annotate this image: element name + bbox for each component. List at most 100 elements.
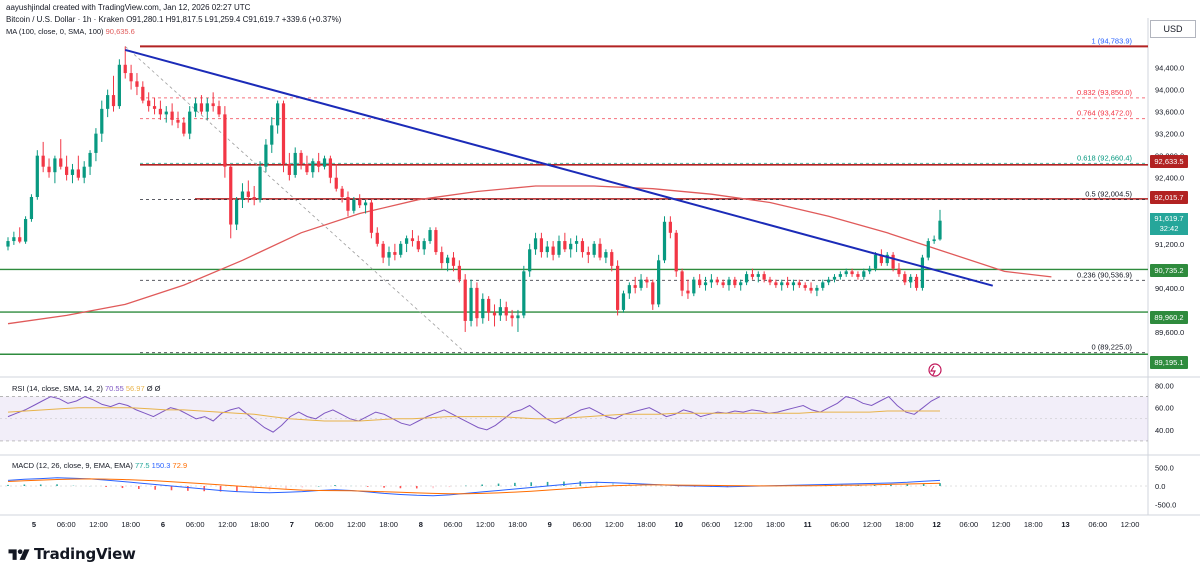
candle-body [35, 155, 39, 197]
rsi-indicator-label[interactable]: RSI (14, close, SMA, 14, 2) 70.55 56.97 … [12, 384, 160, 393]
candle-body [873, 254, 878, 269]
candle-body [440, 252, 444, 264]
candle-body [797, 282, 801, 286]
candle-body [785, 282, 790, 286]
macd-hist-bar [7, 484, 9, 486]
candle-body [920, 257, 925, 288]
macd-hist-bar [317, 486, 320, 487]
rsi-signal-value: 56.97 [125, 384, 145, 393]
time-tick-label: 5 [32, 520, 36, 529]
candle-body [182, 122, 186, 134]
candle-body [293, 152, 297, 175]
candle-body [909, 276, 913, 283]
candle-body [229, 166, 233, 225]
candle-body [698, 279, 702, 286]
time-tick-label: 18:00 [379, 520, 398, 529]
bearish-trendline [124, 48, 994, 287]
macd-hist-bar [236, 486, 238, 492]
rsi-line [7, 395, 941, 433]
price-tick-label: 89,600.0 [1155, 328, 1184, 337]
candle-body [223, 114, 227, 167]
alert-icon[interactable] [928, 363, 942, 377]
candle-body [504, 307, 508, 316]
time-tick-label: 06:00 [959, 520, 978, 529]
candle-body [938, 220, 942, 240]
chart-annotations [928, 363, 942, 377]
resist-2-tag: 92,015.7 [1150, 191, 1188, 204]
candle-body [879, 254, 883, 264]
time-tick-label: 06:00 [444, 520, 463, 529]
candle-body [463, 279, 467, 321]
time-tick-label: 7 [290, 520, 294, 529]
macd-hist-bar [579, 481, 582, 486]
candle-body [346, 196, 350, 211]
candle-body [780, 282, 784, 286]
candle-body [803, 285, 807, 288]
macd-hist-bar [546, 481, 549, 486]
candle-body [762, 274, 766, 280]
candle-body [868, 268, 872, 272]
candle-body [926, 241, 930, 258]
macd-tick-label: 500.0 [1155, 463, 1174, 472]
candle-body [563, 241, 567, 250]
macd-hist-bar [465, 485, 467, 487]
candle-body [533, 238, 538, 250]
time-tick-label: 12:00 [863, 520, 882, 529]
support-1-tag: 90,735.2 [1150, 264, 1188, 277]
macd-hist-bar [383, 486, 385, 488]
price-tick-label: 91,200.0 [1155, 240, 1184, 249]
candle-body [522, 271, 526, 316]
candle-body [580, 241, 585, 253]
macd-tick-label: -500.0 [1155, 501, 1176, 510]
candle-body [76, 169, 80, 178]
ma-indicator-label[interactable]: MA (100, close, 0, SMA, 100) 90,635.6 [6, 27, 135, 36]
ma-value: 90,635.6 [105, 27, 135, 36]
candle-body [862, 271, 866, 277]
currency-button[interactable]: USD [1150, 20, 1196, 38]
candle-body [387, 252, 391, 258]
candle-body [340, 188, 344, 197]
candle-body [692, 279, 696, 294]
candle-body [674, 232, 678, 272]
candle-body [715, 279, 719, 283]
moving-average-line [7, 185, 1052, 325]
time-tick-label: 12:00 [605, 520, 624, 529]
candle-body [838, 274, 842, 277]
candle-body [446, 257, 450, 264]
candle-body [481, 298, 485, 319]
macd-hist-bar [252, 486, 255, 492]
candle-body [217, 106, 221, 115]
candle-body [639, 279, 643, 288]
time-tick-label: 12:00 [992, 520, 1011, 529]
macd-hist-bar [514, 482, 516, 486]
symbol-name[interactable]: Bitcoin / U.S. Dollar · 1h · Kraken [6, 15, 124, 24]
tradingview-logo-icon [8, 549, 30, 560]
candle-body [832, 276, 837, 280]
candle-body [539, 238, 544, 253]
price-tick-label: 93,600.0 [1155, 108, 1184, 117]
macd-signal-value: 72.9 [172, 461, 188, 470]
candle-body [744, 274, 749, 283]
time-tick-label: 12:00 [734, 520, 753, 529]
candlesticks [6, 46, 942, 332]
current-countdown: 32:42 [1159, 224, 1179, 233]
time-tick-label: 18:00 [508, 520, 527, 529]
time-tick-label: 12:00 [1121, 520, 1140, 529]
candle-body [287, 163, 291, 175]
time-tick-label: 06:00 [830, 520, 849, 529]
macd-hist-bar [170, 486, 173, 491]
candle-body [12, 237, 16, 242]
candle-body [369, 202, 374, 233]
time-tick-label: 06:00 [573, 520, 592, 529]
candle-body [768, 279, 772, 283]
candle-body [709, 279, 714, 283]
candle-body [94, 133, 98, 153]
candle-body [358, 199, 362, 206]
fib-level-label-5: 0.236 (90,536.9) [1077, 270, 1133, 279]
time-tick-label: 10 [675, 520, 683, 529]
candle-body [827, 279, 831, 283]
time-tick-label: 9 [548, 520, 552, 529]
macd-indicator-label[interactable]: MACD (12, 26, close, 9, EMA, EMA) 77.5 1… [12, 461, 187, 470]
tradingview-logo[interactable]: TradingView [8, 545, 136, 563]
